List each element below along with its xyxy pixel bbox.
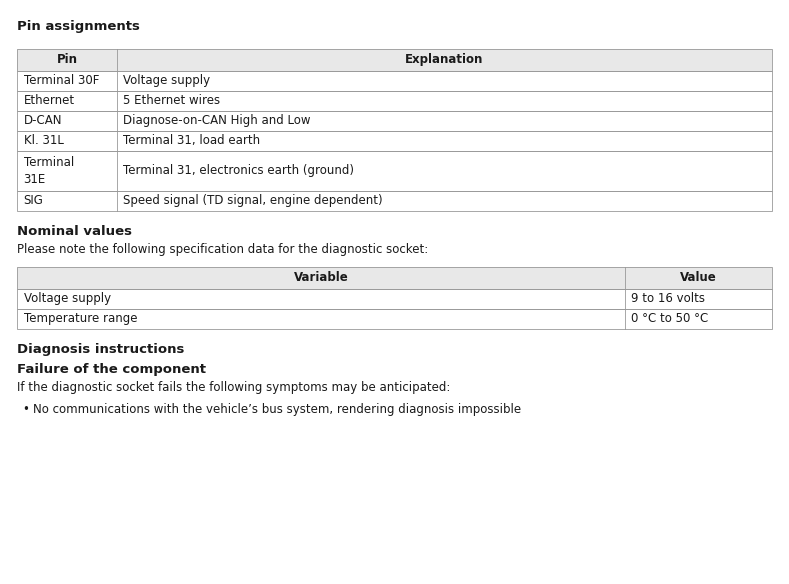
Bar [17, 131, 772, 151]
Text: Pin: Pin [57, 53, 77, 66]
Text: Value: Value [680, 271, 716, 284]
Text: 5 Ethernet wires: 5 Ethernet wires [123, 94, 220, 107]
Bar [17, 71, 772, 91]
Text: Terminal 31, load earth: Terminal 31, load earth [123, 134, 260, 147]
Text: Nominal values: Nominal values [17, 225, 133, 238]
Bar [17, 288, 772, 309]
Bar [17, 91, 772, 111]
Bar [17, 48, 772, 71]
Text: No communications with the vehicle’s bus system, rendering diagnosis impossible: No communications with the vehicle’s bus… [33, 403, 522, 416]
Bar [17, 111, 772, 131]
Text: Voltage supply: Voltage supply [24, 292, 110, 305]
Text: Explanation: Explanation [405, 53, 484, 66]
Bar [17, 191, 772, 211]
Bar [17, 309, 772, 329]
Text: •: • [22, 403, 29, 416]
Text: Please note the following specification data for the diagnostic socket:: Please note the following specification … [17, 243, 428, 256]
Text: Terminal 30F: Terminal 30F [24, 74, 99, 87]
Text: 0 °C to 50 °C: 0 °C to 50 °C [631, 312, 708, 325]
Text: Speed signal (TD signal, engine dependent): Speed signal (TD signal, engine dependen… [123, 194, 383, 207]
Bar [17, 71, 772, 91]
Bar [17, 267, 772, 288]
Text: Diagnosis instructions: Diagnosis instructions [17, 343, 185, 356]
Bar [17, 151, 772, 191]
Text: Diagnose-on-CAN High and Low: Diagnose-on-CAN High and Low [123, 114, 311, 127]
Text: Ethernet: Ethernet [24, 94, 75, 107]
Text: Pin assignments: Pin assignments [17, 20, 140, 33]
Bar [17, 48, 772, 71]
Text: Voltage supply: Voltage supply [123, 74, 211, 87]
Bar [17, 267, 772, 288]
Text: Terminal
31E: Terminal 31E [24, 156, 74, 186]
Bar [17, 111, 772, 131]
Bar [17, 288, 772, 309]
Bar [17, 191, 772, 211]
Text: If the diagnostic socket fails the following symptoms may be anticipated:: If the diagnostic socket fails the follo… [17, 381, 451, 394]
Bar [17, 91, 772, 111]
Text: SIG: SIG [24, 194, 43, 207]
Text: Kl. 31L: Kl. 31L [24, 134, 64, 147]
Bar [17, 309, 772, 329]
Bar [17, 151, 772, 191]
Text: Failure of the component: Failure of the component [17, 363, 207, 376]
Text: Temperature range: Temperature range [24, 312, 137, 325]
Text: Variable: Variable [294, 271, 348, 284]
Bar [17, 131, 772, 151]
Text: 9 to 16 volts: 9 to 16 volts [631, 292, 705, 305]
Text: D-CAN: D-CAN [24, 114, 62, 127]
Text: Terminal 31, electronics earth (ground): Terminal 31, electronics earth (ground) [123, 164, 354, 177]
